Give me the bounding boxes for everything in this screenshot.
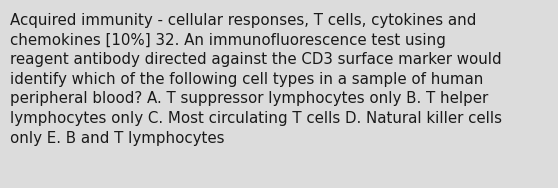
Text: Acquired immunity - cellular responses, T cells, cytokines and
chemokines [10%] : Acquired immunity - cellular responses, … xyxy=(10,13,502,146)
